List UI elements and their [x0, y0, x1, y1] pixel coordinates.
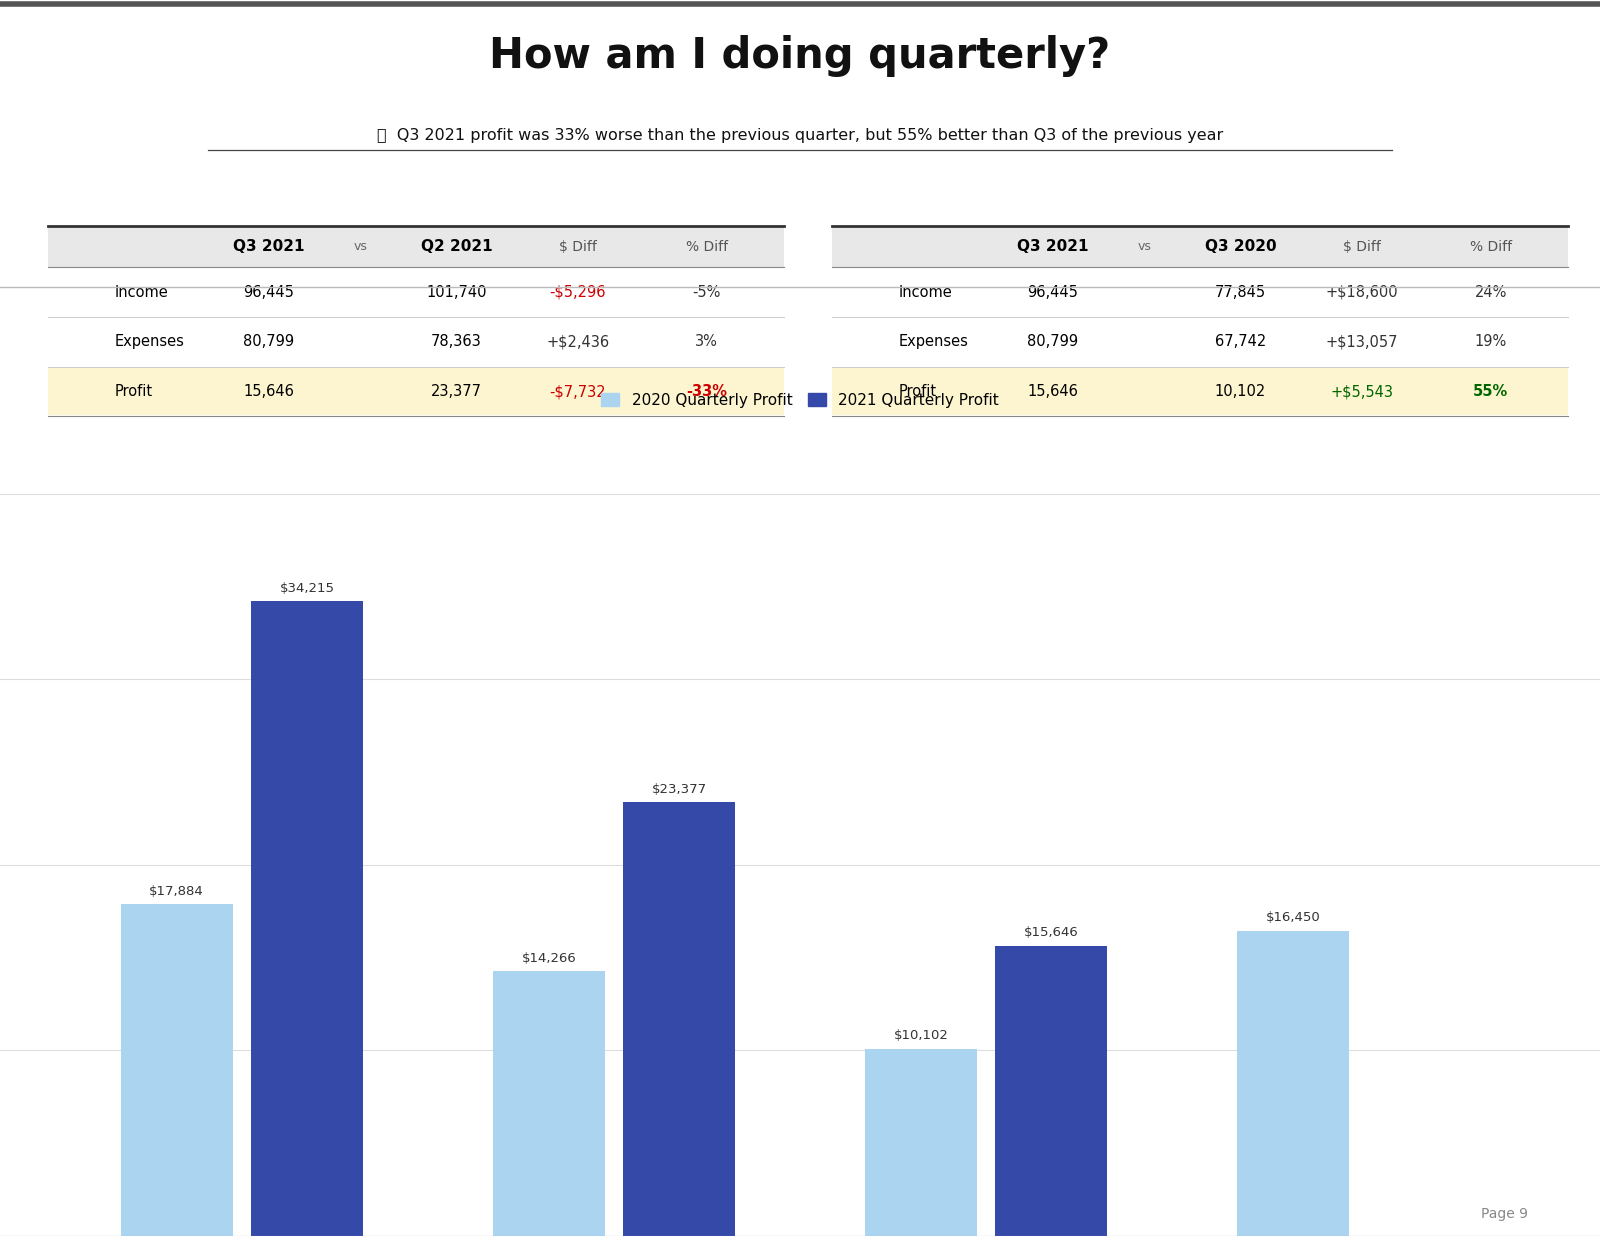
- Bar: [493, 971, 605, 1236]
- Text: +$18,600: +$18,600: [1326, 284, 1398, 299]
- Text: 101,740: 101,740: [426, 284, 486, 299]
- Text: Q2 2021: Q2 2021: [421, 239, 493, 255]
- Text: Q3 2020: Q3 2020: [1205, 239, 1277, 255]
- Text: $10,102: $10,102: [893, 1030, 949, 1042]
- Text: 67,742: 67,742: [1214, 335, 1266, 350]
- Bar: [866, 1048, 976, 1236]
- Text: 3%: 3%: [696, 335, 718, 350]
- Text: $17,884: $17,884: [149, 885, 205, 897]
- Text: Profit: Profit: [898, 384, 936, 399]
- Text: $23,377: $23,377: [651, 782, 707, 796]
- Text: Q3 2021: Q3 2021: [1018, 239, 1088, 255]
- Text: 23,377: 23,377: [430, 384, 482, 399]
- Text: -$7,732: -$7,732: [550, 384, 606, 399]
- Text: 77,845: 77,845: [1214, 284, 1266, 299]
- Text: -$5,296: -$5,296: [550, 284, 606, 299]
- Text: +$5,543: +$5,543: [1331, 384, 1394, 399]
- Text: Page 9: Page 9: [1482, 1208, 1528, 1221]
- Bar: [995, 946, 1107, 1236]
- Bar: [251, 601, 363, 1236]
- FancyBboxPatch shape: [832, 367, 1568, 415]
- Bar: [122, 905, 232, 1236]
- Text: $16,450: $16,450: [1266, 911, 1320, 925]
- Text: 96,445: 96,445: [243, 284, 294, 299]
- Text: +$2,436: +$2,436: [546, 335, 610, 350]
- FancyBboxPatch shape: [832, 226, 1568, 267]
- Text: % Diff: % Diff: [1470, 240, 1512, 253]
- Text: 80,799: 80,799: [243, 335, 294, 350]
- Text: Expenses: Expenses: [898, 335, 968, 350]
- Text: Income: Income: [114, 284, 168, 299]
- Text: 24%: 24%: [1475, 284, 1507, 299]
- Text: 15,646: 15,646: [1027, 384, 1078, 399]
- Text: 💡  Q3 2021 profit was 33% worse than the previous quarter, but 55% better than Q: 💡 Q3 2021 profit was 33% worse than the …: [378, 127, 1222, 143]
- Text: How am I doing quarterly?: How am I doing quarterly?: [490, 36, 1110, 78]
- Text: Expenses: Expenses: [114, 335, 184, 350]
- Text: 15,646: 15,646: [243, 384, 294, 399]
- Text: 10,102: 10,102: [1214, 384, 1266, 399]
- Text: Profit: Profit: [114, 384, 152, 399]
- Text: 19%: 19%: [1475, 335, 1507, 350]
- Text: $34,215: $34,215: [280, 582, 334, 595]
- Text: Q3 2021: Q3 2021: [234, 239, 304, 255]
- Text: -33%: -33%: [686, 384, 728, 399]
- Text: $ Diff: $ Diff: [558, 240, 597, 253]
- Bar: [1237, 931, 1349, 1236]
- Text: +$13,057: +$13,057: [1326, 335, 1398, 350]
- Text: $14,266: $14,266: [522, 952, 576, 965]
- Text: 96,445: 96,445: [1027, 284, 1078, 299]
- Bar: [624, 802, 734, 1236]
- Legend: 2020 Quarterly Profit, 2021 Quarterly Profit: 2020 Quarterly Profit, 2021 Quarterly Pr…: [595, 387, 1005, 414]
- Text: 80,799: 80,799: [1027, 335, 1078, 350]
- Text: 78,363: 78,363: [430, 335, 482, 350]
- Text: 55%: 55%: [1474, 384, 1509, 399]
- Text: $ Diff: $ Diff: [1342, 240, 1381, 253]
- Text: % Diff: % Diff: [686, 240, 728, 253]
- Text: vs: vs: [1138, 240, 1152, 253]
- Text: vs: vs: [354, 240, 368, 253]
- Text: $15,646: $15,646: [1024, 926, 1078, 939]
- FancyBboxPatch shape: [48, 226, 784, 267]
- FancyBboxPatch shape: [48, 367, 784, 415]
- Text: -5%: -5%: [693, 284, 722, 299]
- Text: Income: Income: [898, 284, 952, 299]
